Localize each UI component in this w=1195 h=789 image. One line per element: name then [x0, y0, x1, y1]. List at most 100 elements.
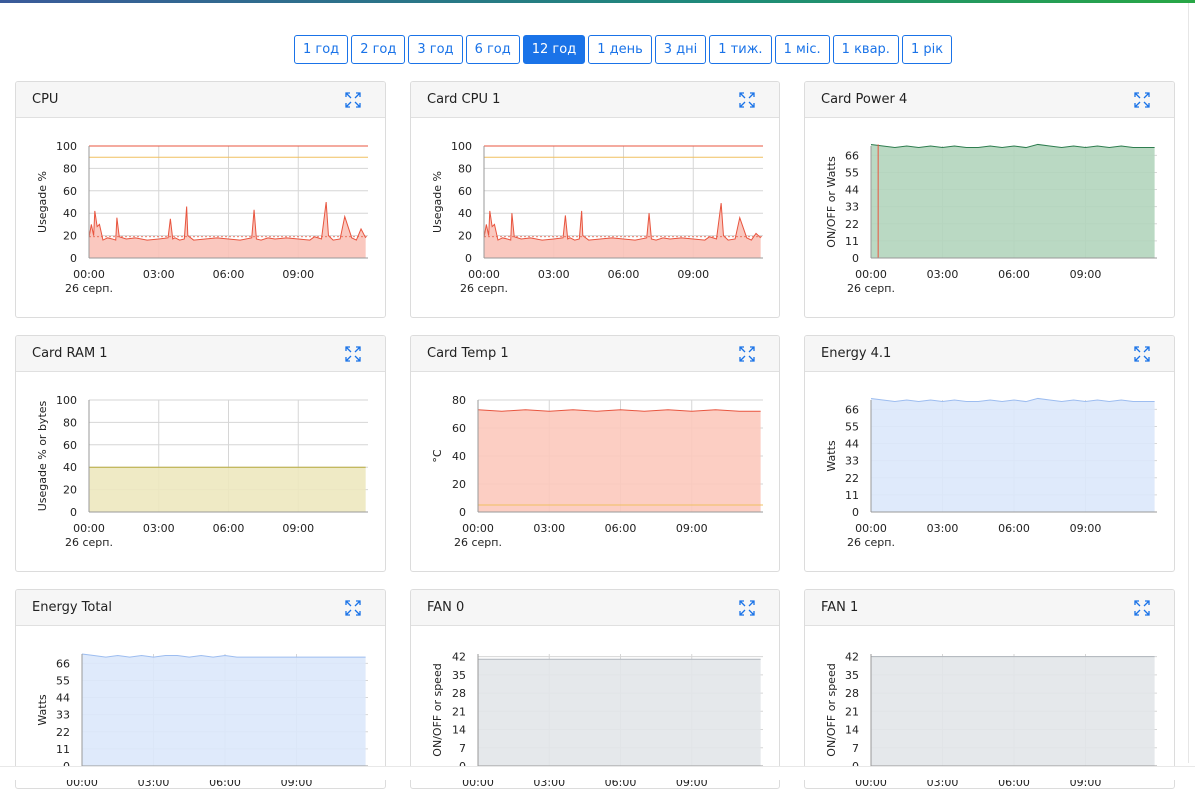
y-tick-label: 44 [845, 438, 859, 451]
time-range-selector: 1 год 2 год 3 год 6 год 12 год 1 день 3 … [294, 35, 955, 64]
card-header: Energy Total [16, 590, 385, 626]
chart-card-power-4: 0 11 22 33 44 55 66 00:00 03:00 06:00 09:00 26 серп… [825, 143, 1157, 295]
card-title: Card Power 4 [821, 92, 908, 107]
y-tick-label: 60 [63, 439, 77, 452]
horizontal-scrollbar[interactable] [0, 766, 1195, 780]
y-tick-label: 0 [70, 252, 77, 265]
y-tick-label: 40 [63, 207, 77, 220]
y-axis-label: ON/OFF or speed [825, 663, 838, 756]
y-tick-label: 80 [63, 416, 77, 429]
expand-icon[interactable] [345, 346, 361, 362]
card-header: Card Power 4 [805, 82, 1174, 118]
y-tick-label: 35 [452, 669, 466, 682]
x-tick-label: 03:00 [143, 268, 175, 281]
y-tick-label: 35 [845, 669, 859, 682]
x-tick-label: 09:00 [282, 268, 314, 281]
expand-icon[interactable] [1134, 92, 1150, 108]
y-tick-label: 22 [845, 218, 859, 231]
range-button-3d[interactable]: 3 дні [654, 35, 707, 64]
chart-card-card-power-4: Card Power 4 0 11 22 33 44 55 66 00:00 03:00 06:0… [804, 81, 1175, 318]
y-tick-label: 44 [845, 184, 859, 197]
x-tick-label: 00:00 [468, 268, 500, 281]
x-date-label: 26 серп. [460, 282, 508, 295]
y-tick-label: 0 [465, 252, 472, 265]
series-line [870, 397, 1155, 403]
card-header: Card CPU 1 [411, 82, 779, 118]
expand-icon[interactable] [345, 92, 361, 108]
range-button-1h[interactable]: 1 год [294, 35, 349, 64]
y-tick-label: 0 [852, 506, 859, 519]
x-tick-label: 00:00 [855, 268, 887, 281]
y-tick-label: 14 [845, 724, 859, 737]
x-tick-label: 06:00 [998, 522, 1030, 535]
chart-card-fan-1: FAN 1 07142128354200:0003:0006:0009:0026… [804, 589, 1175, 789]
range-button-3h[interactable]: 3 год [408, 35, 463, 64]
y-tick-label: 0 [459, 506, 466, 519]
x-tick-label: 00:00 [73, 522, 105, 535]
y-axis-label: ON/OFF or Watts [825, 156, 838, 248]
x-tick-label: 06:00 [213, 268, 245, 281]
y-tick-label: 42 [452, 651, 466, 664]
y-tick-label: 21 [452, 705, 466, 718]
y-tick-label: 100 [56, 140, 77, 153]
expand-icon[interactable] [739, 92, 755, 108]
vertical-scrollbar[interactable] [1188, 3, 1195, 763]
y-tick-label: 11 [845, 235, 859, 248]
y-tick-label: 55 [56, 674, 70, 687]
range-button-1q[interactable]: 1 квар. [832, 35, 899, 64]
y-tick-label: 60 [458, 185, 472, 198]
x-date-label: 26 серп. [65, 282, 113, 295]
card-header: CPU [16, 82, 385, 118]
x-date-label: 26 серп. [847, 282, 895, 295]
series-line [483, 203, 762, 241]
y-tick-label: 0 [852, 252, 859, 265]
y-axis-label: °C [431, 449, 444, 463]
range-button-1w[interactable]: 1 тиж. [709, 35, 772, 64]
y-tick-label: 80 [63, 162, 77, 175]
range-button-2h[interactable]: 2 год [351, 35, 406, 64]
range-button-1d[interactable]: 1 день [588, 35, 652, 64]
x-tick-label: 06:00 [998, 268, 1030, 281]
x-tick-label: 03:00 [927, 268, 959, 281]
expand-icon[interactable] [345, 600, 361, 616]
expand-icon[interactable] [1134, 346, 1150, 362]
y-tick-label: 21 [845, 705, 859, 718]
card-title: Card RAM 1 [32, 346, 108, 361]
x-tick-label: 09:00 [1070, 268, 1102, 281]
x-tick-label: 06:00 [608, 268, 640, 281]
card-title: CPU [32, 92, 59, 107]
chart-card-cpu-1: 0 20 40 60 80 100 00:00 03:00 06:00 09:00 26 серп.… [431, 140, 763, 295]
card-title: Card CPU 1 [427, 92, 501, 107]
card-title: Energy 4.1 [821, 346, 892, 361]
x-tick-label: 09:00 [282, 522, 314, 535]
x-tick-label: 03:00 [538, 268, 570, 281]
y-tick-label: 0 [70, 506, 77, 519]
card-title: Energy Total [32, 600, 113, 615]
series-line [477, 409, 761, 412]
y-axis-label: Usegade % [36, 171, 49, 233]
y-tick-label: 66 [845, 403, 859, 416]
x-tick-label: 06:00 [605, 522, 637, 535]
card-header: Energy 4.1 [805, 336, 1174, 372]
y-tick-label: 11 [56, 743, 70, 756]
y-axis-label: ON/OFF or speed [431, 663, 444, 756]
x-tick-label: 00:00 [855, 522, 887, 535]
x-date-label: 26 серп. [454, 536, 502, 549]
chart-card-card-ram-1: Card RAM 1 0 20 40 60 80 100 00:00 03:00 06:00 09… [15, 335, 386, 572]
range-button-1y[interactable]: 1 рік [901, 35, 953, 64]
y-tick-label: 42 [845, 651, 859, 664]
range-button-6h[interactable]: 6 год [465, 35, 520, 64]
range-button-1m[interactable]: 1 міс. [774, 35, 830, 64]
x-tick-label: 03:00 [143, 522, 175, 535]
y-tick-label: 14 [452, 724, 466, 737]
y-tick-label: 44 [56, 692, 70, 705]
y-tick-label: 55 [845, 420, 859, 433]
expand-icon[interactable] [739, 600, 755, 616]
expand-icon[interactable] [1134, 600, 1150, 616]
expand-icon[interactable] [739, 346, 755, 362]
series-line [81, 653, 366, 658]
y-tick-label: 60 [452, 422, 466, 435]
y-tick-label: 33 [845, 201, 859, 214]
range-button-12h[interactable]: 12 год [522, 35, 586, 64]
